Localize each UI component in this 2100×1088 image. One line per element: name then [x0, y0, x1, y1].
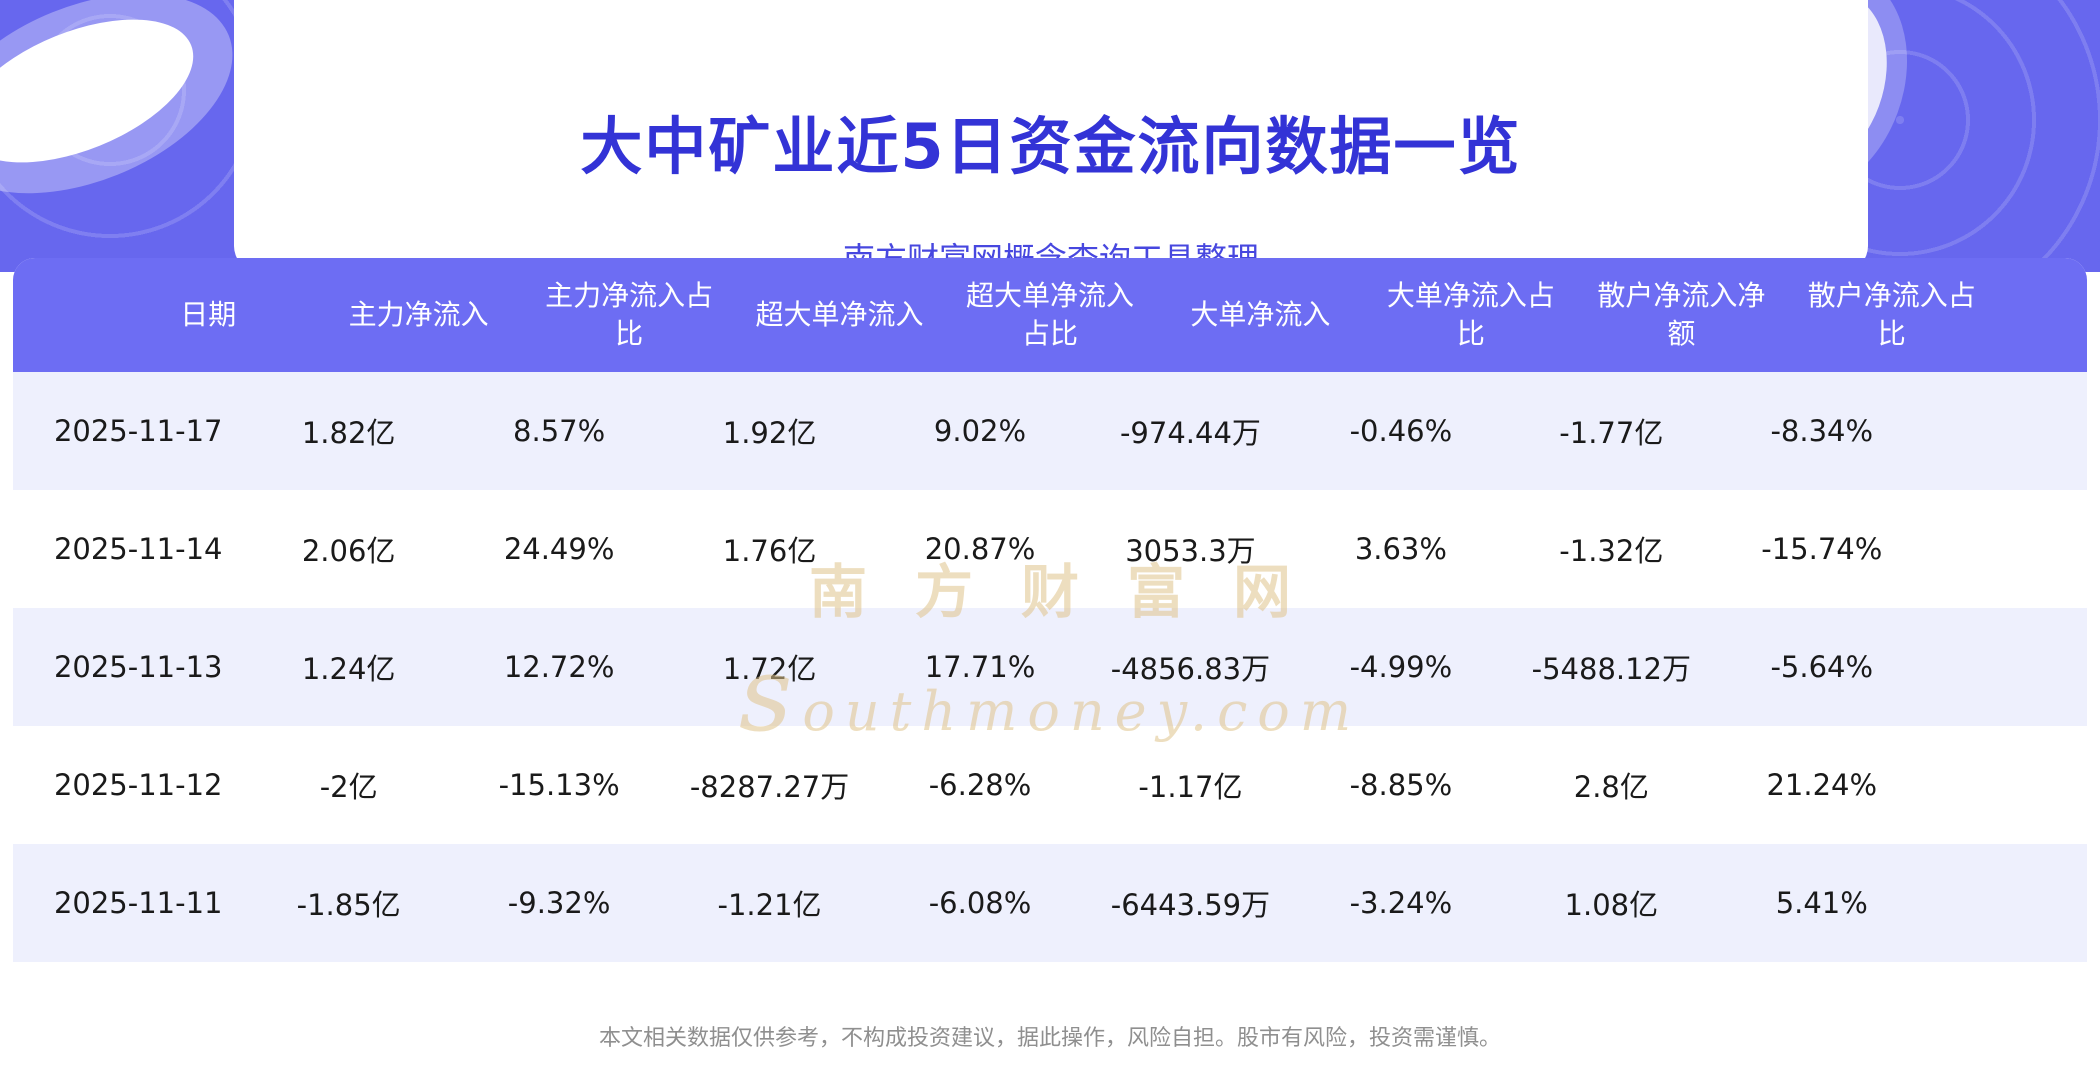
- table-row: 2025-11-11 -1.85亿 -9.32% -1.21亿 -6.08% -6443.…: [13, 844, 2087, 962]
- cell: -15.74%: [1761, 532, 1883, 566]
- cell: -8.34%: [1770, 414, 1874, 448]
- column-header: 超大单净流入占比: [965, 279, 1134, 350]
- cell: 9.02%: [933, 414, 1027, 448]
- cell: 17.71%: [924, 650, 1036, 684]
- cell: 2025-11-14: [53, 532, 223, 566]
- cell: -1.21亿: [717, 888, 822, 922]
- cell: -6.28%: [928, 768, 1032, 802]
- cell: -5488.12万: [1531, 652, 1692, 686]
- cell: 5.41%: [1775, 886, 1868, 920]
- column-header: 大单净流入占比: [1386, 279, 1555, 350]
- cell: 2025-11-11: [53, 886, 223, 920]
- cell: 2025-11-17: [53, 414, 223, 448]
- cell: 1.72亿: [722, 652, 817, 686]
- cell: 2025-11-13: [53, 650, 223, 684]
- cell: -6443.59万: [1110, 888, 1271, 922]
- column-header: 散户净流入占比: [1807, 279, 1976, 350]
- cell: -8287.27万: [689, 770, 850, 804]
- column-header: 主力净流入占比: [545, 279, 714, 350]
- cell: -4856.83万: [1110, 652, 1271, 686]
- cell: -0.46%: [1349, 414, 1453, 448]
- cell: -5.64%: [1770, 650, 1874, 684]
- cell: 1.82亿: [301, 416, 396, 450]
- cell: -15.13%: [498, 768, 620, 802]
- table-header-row: 日期 主力净流入 主力净流入占比 超大单净流入 超大单净流入占比 大单净流入 大单净流入占比…: [13, 258, 2087, 372]
- table-body: 2025-11-17 1.82亿 8.57% 1.92亿 9.02% -974.44万 -0…: [13, 372, 2087, 962]
- cell: 1.76亿: [722, 534, 817, 568]
- column-header: 主力净流入: [348, 298, 489, 332]
- table-row: 2025-11-14 2.06亿 24.49% 1.76亿 20.87% 3053.3万 3…: [13, 490, 2087, 608]
- cell: -6.08%: [928, 886, 1032, 920]
- cell: 3053.3万: [1125, 534, 1256, 568]
- column-header: 日期: [180, 298, 237, 332]
- table-row: 2025-11-12 -2亿 -15.13% -8287.27万 -6.28% -1.17…: [13, 726, 2087, 844]
- title-card: 大中矿业近5日资金流向数据一览 南方财富网概念查询工具整理: [234, 0, 1868, 278]
- disclaimer-text: 本文相关数据仅供参考，不构成投资建议，据此操作，风险自担。股市有风险，投资需谨慎…: [598, 1026, 1501, 1051]
- cell: 1.24亿: [301, 652, 396, 686]
- cell: 2.06亿: [301, 534, 396, 568]
- cell: 20.87%: [924, 532, 1036, 566]
- table-row: 2025-11-13 1.24亿 12.72% 1.72亿 17.71% -4856.83…: [13, 608, 2087, 726]
- cell: 1.92亿: [722, 416, 817, 450]
- column-header: 大单净流入: [1190, 298, 1331, 332]
- cell: -1.32亿: [1559, 534, 1664, 568]
- cell: 3.63%: [1354, 532, 1447, 566]
- cell: -9.32%: [507, 886, 611, 920]
- cell: -974.44万: [1119, 416, 1261, 450]
- cell: -3.24%: [1349, 886, 1453, 920]
- cell: 21.24%: [1766, 768, 1878, 802]
- cell: 12.72%: [503, 650, 615, 684]
- column-header: 散户净流入净额: [1597, 279, 1766, 350]
- cell: 8.57%: [513, 414, 606, 448]
- fund-flow-table: 日期 主力净流入 主力净流入占比 超大单净流入 超大单净流入占比 大单净流入 大单净流入占比…: [13, 258, 2087, 962]
- table-row: 2025-11-17 1.82亿 8.57% 1.92亿 9.02% -974.44万 -0…: [13, 372, 2087, 490]
- cell: -4.99%: [1349, 650, 1453, 684]
- cell: -1.85亿: [296, 888, 401, 922]
- cell: 2025-11-12: [53, 768, 223, 802]
- column-header: 超大单净流入: [755, 298, 924, 332]
- cell: 2.8亿: [1573, 770, 1649, 804]
- cell: -8.85%: [1349, 768, 1453, 802]
- page-title: 大中矿业近5日资金流向数据一览: [580, 110, 1522, 183]
- cell: -1.77亿: [1559, 416, 1664, 450]
- cell: 24.49%: [503, 532, 615, 566]
- cell: -1.17亿: [1138, 770, 1243, 804]
- cell: 1.08亿: [1564, 888, 1659, 922]
- cell: -2亿: [319, 770, 378, 804]
